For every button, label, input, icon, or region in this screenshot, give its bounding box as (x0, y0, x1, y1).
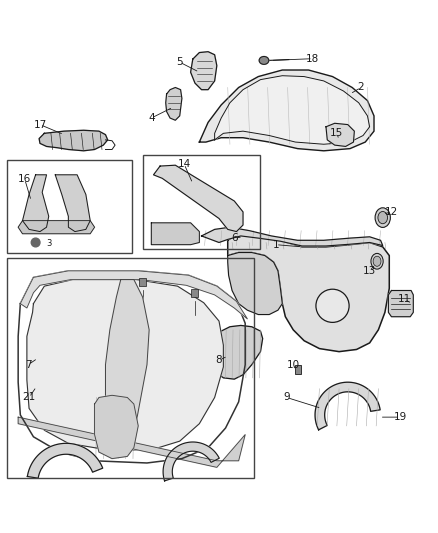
Text: 2: 2 (357, 83, 364, 93)
Polygon shape (228, 234, 389, 352)
Bar (7, 159, 132, 253)
Circle shape (31, 238, 40, 247)
Text: 4: 4 (148, 113, 155, 123)
Polygon shape (27, 443, 103, 478)
Text: 8: 8 (215, 356, 223, 365)
Ellipse shape (378, 212, 388, 224)
Text: 5: 5 (177, 57, 183, 67)
Polygon shape (228, 253, 283, 314)
Text: 18: 18 (306, 54, 319, 63)
Polygon shape (18, 221, 95, 234)
Polygon shape (163, 442, 219, 481)
Text: 9: 9 (283, 392, 290, 402)
Polygon shape (95, 395, 138, 458)
Polygon shape (215, 76, 370, 144)
Polygon shape (39, 130, 108, 151)
Text: 17: 17 (33, 119, 46, 130)
Polygon shape (22, 175, 49, 231)
Bar (294, 365, 300, 374)
Bar (143, 155, 261, 249)
Polygon shape (153, 165, 243, 231)
Text: 6: 6 (231, 233, 237, 243)
Text: 3: 3 (46, 239, 51, 247)
Text: 14: 14 (177, 159, 191, 169)
Polygon shape (209, 326, 263, 379)
Polygon shape (315, 382, 380, 430)
Text: 7: 7 (25, 360, 32, 370)
Text: 11: 11 (398, 294, 411, 304)
Polygon shape (389, 290, 413, 317)
Text: 15: 15 (330, 128, 343, 139)
Polygon shape (166, 87, 182, 120)
Bar (191, 289, 198, 297)
Polygon shape (55, 175, 90, 231)
Polygon shape (151, 223, 199, 245)
Ellipse shape (373, 256, 381, 266)
Text: 10: 10 (286, 360, 300, 370)
Circle shape (316, 289, 349, 322)
Polygon shape (191, 52, 217, 90)
Polygon shape (326, 123, 354, 147)
Text: 19: 19 (394, 412, 407, 422)
Text: 1: 1 (272, 240, 279, 249)
Polygon shape (199, 70, 374, 151)
Polygon shape (20, 271, 247, 319)
Text: 16: 16 (18, 174, 32, 184)
Ellipse shape (259, 56, 269, 64)
Bar (139, 278, 146, 286)
Polygon shape (27, 280, 223, 450)
Polygon shape (18, 417, 245, 467)
Ellipse shape (375, 208, 390, 228)
Text: 21: 21 (22, 392, 36, 402)
Text: 12: 12 (385, 207, 398, 217)
Polygon shape (201, 227, 383, 246)
Text: 13: 13 (363, 266, 376, 276)
Bar (7, 258, 254, 478)
Ellipse shape (371, 253, 383, 269)
Polygon shape (106, 280, 149, 450)
